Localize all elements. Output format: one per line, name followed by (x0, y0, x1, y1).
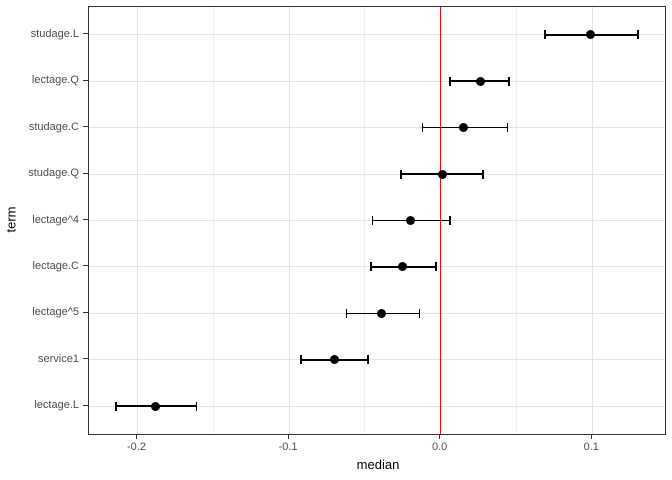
x-tick-mark (590, 434, 592, 439)
y-tick-mark (83, 33, 88, 35)
y-tick-mark (83, 219, 88, 220)
y-tick-mark (83, 404, 88, 406)
y-tick-label: service1 (38, 352, 79, 365)
gridline-major-horizontal (89, 173, 665, 175)
y-tick-label: lectage.C (32, 259, 79, 272)
error-bar-cap-right (367, 355, 369, 365)
y-tick-mark (83, 311, 88, 313)
x-tick-label: -0.2 (127, 441, 146, 453)
error-bar-cap-left (448, 76, 451, 86)
error-bar-cap-right (636, 30, 639, 40)
point-estimate (405, 216, 415, 225)
point-estimate (437, 169, 447, 179)
y-tick-mark (83, 358, 88, 360)
y-tick-mark (83, 126, 88, 128)
y-tick-label: studage.Q (28, 167, 79, 180)
x-tick-label: -0.1 (278, 441, 298, 453)
error-bar-cap-left (115, 401, 118, 411)
x-axis-title: median (356, 457, 400, 472)
plot-panel (88, 6, 666, 435)
error-bar-cap-left (544, 30, 547, 40)
point-estimate (475, 76, 485, 86)
error-bar-cap-right (418, 308, 421, 318)
error-bar-cap-right (448, 216, 451, 225)
point-estimate (586, 30, 596, 40)
gridline-major-horizontal (89, 127, 665, 129)
y-tick-label: lectage.Q (31, 74, 79, 87)
point-estimate (458, 123, 468, 133)
error-bar-cap-right (195, 401, 198, 411)
y-tick-label: lectage^4 (32, 213, 79, 226)
error-bar-cap-left (370, 262, 372, 272)
x-tick-label: 0.1 (583, 441, 599, 453)
x-tick-mark (287, 434, 289, 439)
point-estimate (151, 401, 161, 411)
error-bar-cap-left (371, 216, 374, 225)
error-bar-cap-right (435, 262, 437, 272)
x-tick-label: 0.0 (432, 441, 448, 453)
gridline-major-horizontal (89, 80, 665, 82)
error-bar-cap-right (506, 123, 509, 133)
gridline-major-horizontal (89, 405, 665, 407)
point-estimate (330, 355, 340, 365)
y-tick-mark (83, 265, 88, 267)
x-tick-mark (136, 434, 137, 439)
point-estimate (398, 262, 408, 272)
error-bar-cap-left (300, 355, 302, 365)
x-tick-mark (439, 434, 441, 439)
y-tick-label: lectage.L (34, 399, 79, 412)
error-bar-cap-right (482, 169, 484, 179)
error-bar-cap-right (508, 76, 510, 86)
error-bar-cap-left (400, 169, 403, 179)
y-tick-label: studage.C (28, 120, 79, 133)
gridline-major-horizontal (89, 359, 665, 361)
y-tick-label: lectage^5 (32, 306, 79, 319)
y-tick-mark (83, 172, 88, 174)
y-tick-mark (83, 79, 88, 81)
error-bar-cap-left (421, 123, 424, 133)
error-bar-cap-left (345, 308, 348, 318)
point-estimate (377, 308, 387, 318)
gridline-major-horizontal (89, 34, 665, 36)
y-tick-label: studage.L (30, 27, 79, 40)
